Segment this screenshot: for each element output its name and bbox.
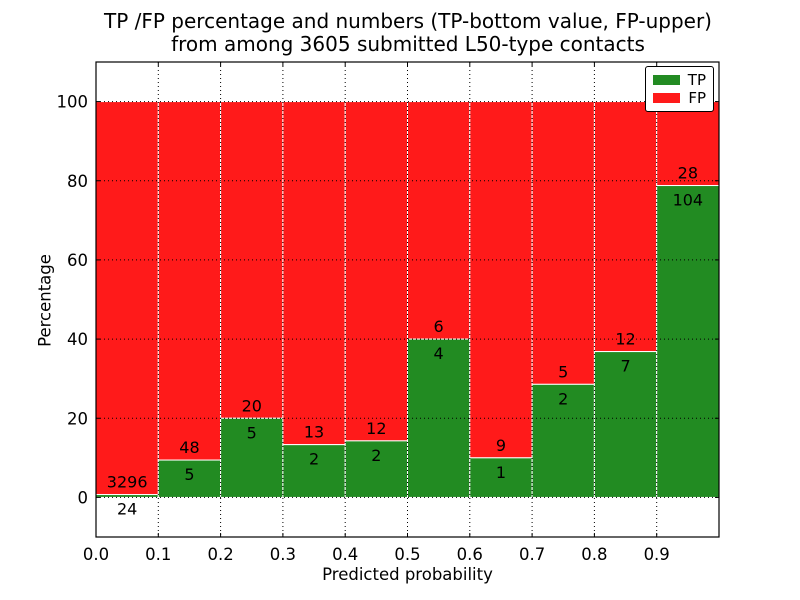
bar-segment-fp — [593, 101, 658, 353]
fp-count-label: 48 — [179, 438, 199, 457]
tp-count-label: 1 — [496, 463, 506, 482]
x-tick-label: 0.0 — [83, 545, 109, 564]
y-tick-label: 80 — [67, 172, 88, 191]
fp-count-label: 12 — [366, 419, 386, 438]
x-tick-label: 0.5 — [394, 545, 420, 564]
fp-count-label: 9 — [496, 436, 506, 455]
bar-segment-fp — [407, 101, 471, 340]
bar-segment-tp — [469, 457, 533, 498]
chart-title-line2: from among 3605 submitted L50-type conta… — [171, 32, 645, 56]
x-tick-label: 0.2 — [207, 545, 233, 564]
x-tick-label: 0.4 — [332, 545, 358, 564]
fp-count-label: 3296 — [107, 473, 148, 492]
bar-segment-fp — [95, 101, 159, 496]
fp-count-label: 6 — [434, 317, 444, 336]
fp-count-label: 13 — [304, 423, 324, 442]
bar-segment-fp — [531, 101, 595, 385]
x-tick-label: 0.8 — [581, 545, 607, 564]
tp-count-label: 4 — [434, 344, 444, 363]
tp-count-label: 24 — [117, 500, 137, 519]
legend-entry-tp: TP — [653, 70, 706, 89]
bar-segment-fp — [220, 101, 284, 419]
legend-entry-fp: FP — [653, 88, 706, 107]
x-tick-label: 0.3 — [270, 545, 296, 564]
tp-count-label: 2 — [371, 446, 381, 465]
bar-segment-tp — [220, 417, 284, 498]
fp-count-label: 28 — [678, 164, 698, 183]
fp-count-label: 12 — [615, 330, 635, 349]
tp-count-label: 2 — [309, 450, 319, 469]
x-tick-label: 0.1 — [145, 545, 171, 564]
tp-count-label: 2 — [558, 389, 568, 408]
y-tick-label: 60 — [67, 251, 88, 270]
bar-segment-fp — [344, 101, 409, 442]
chart-title-line1: TP /FP percentage and numbers (TP-bottom… — [104, 9, 712, 33]
bar-segment-tp — [593, 351, 658, 498]
tp-count-label: 5 — [247, 423, 257, 442]
chart-title: TP /FP percentage and numbers (TP-bottom… — [88, 10, 728, 56]
tp-count-label: 5 — [184, 465, 194, 484]
x-tick-label: 0.9 — [644, 545, 670, 564]
x-tick-label: 0.7 — [519, 545, 545, 564]
bar-segment-tp — [344, 440, 409, 498]
y-tick-label: 100 — [57, 93, 89, 112]
bar-segment-fp — [656, 101, 720, 187]
y-tick-label: 20 — [67, 409, 88, 428]
fp-swatch-icon — [653, 93, 681, 103]
x-axis-title: Predicted probability — [322, 565, 493, 584]
fp-count-label: 5 — [558, 362, 568, 381]
bar-segment-fp — [282, 101, 346, 446]
bar-segment-tp — [157, 459, 222, 498]
legend-label-tp: TP — [687, 70, 706, 89]
fp-count-label: 20 — [242, 396, 262, 415]
legend: TP FP — [645, 66, 714, 112]
x-tick-label: 0.6 — [457, 545, 483, 564]
bar-segment-fp — [157, 101, 222, 461]
bar-segment-tp — [407, 338, 471, 498]
tp-swatch-icon — [653, 75, 680, 85]
y-tick-label: 40 — [67, 330, 88, 349]
bar-segment-tp — [531, 383, 595, 498]
legend-label-fp: FP — [688, 88, 706, 107]
y-tick-label: 0 — [78, 488, 89, 507]
bar-segment-tp — [656, 185, 720, 498]
bar-segment-fp — [469, 101, 533, 459]
tp-count-label: 7 — [620, 357, 630, 376]
tp-count-label: 104 — [673, 191, 704, 210]
bar-segment-tp — [282, 444, 346, 498]
